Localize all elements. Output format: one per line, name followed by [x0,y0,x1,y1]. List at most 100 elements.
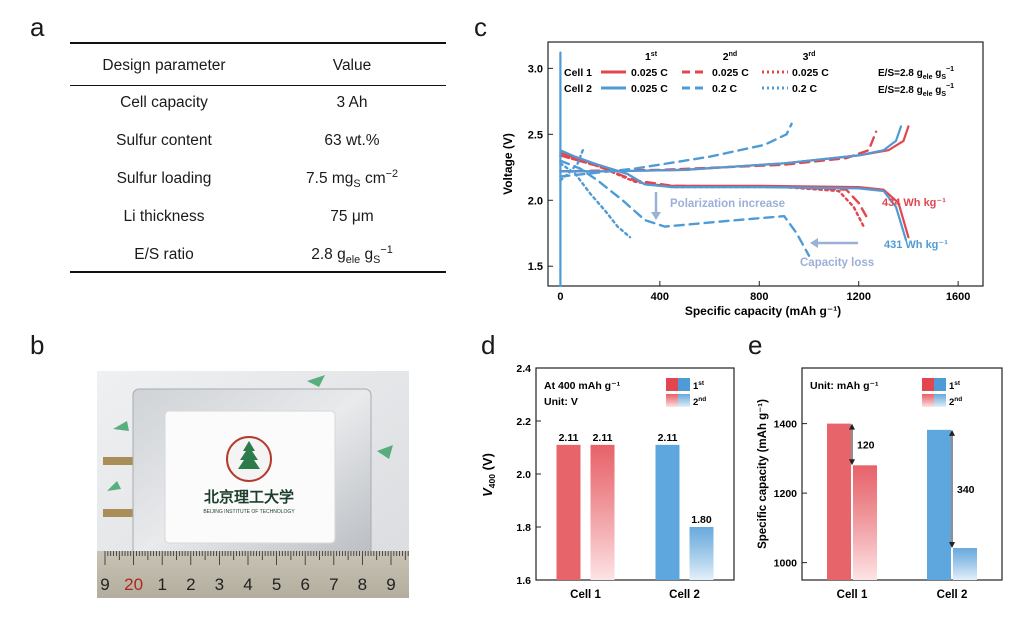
chart-c-ytick-label: 2.5 [528,129,543,141]
chart-c-series-line [559,151,910,239]
table-row-param: E/S ratio [134,246,194,263]
table-row-param: Sulfur loading [116,170,212,187]
table-row-value: 2.8 gele gS−1 [311,243,393,267]
chart-c-series-line [559,125,903,173]
legend-cycle-2nd: 2nd [723,51,737,63]
legend-cell1-3rd-rate: 0.025 C [792,67,829,79]
table-row-param: Cell capacity [120,94,208,111]
chart-e-legend-2nd: 2nd [949,396,962,408]
ruler-label: 7 [329,575,338,594]
bar-cell-2-2nd [953,548,977,580]
tab-left [103,457,143,465]
bar-ytick-label: 2.4 [516,363,531,375]
pouch-cell-photo: 北京理工大学 BEIJING INSTITUTE OF TECHNOLOGY 9… [97,371,409,598]
legend-1st-red-swatch [922,378,934,391]
legend-2nd-red-swatch [922,394,934,407]
chart-d-bars: 2.11 2.11 Cell 1 2.11 1.80 Cell 2 [556,432,714,601]
ruler-label: 6 [300,575,309,594]
bar-cell-2-2nd [689,527,714,580]
bar-category-label: Cell 2 [937,589,968,601]
bar-value-label: 2.11 [658,432,678,444]
ruler-ticks [104,551,409,565]
legend-cycle-1st: 1st [645,51,658,63]
table-row-value: 63 wt.% [324,132,380,149]
legend-es-ratio-cell2: E/S=2.8 gele gS−1 [878,83,954,98]
ruler-labels: 9 20 1 2 3 4 5 6 7 8 9 [100,575,395,594]
chart-e-ticks: 1000 1200 1400 [774,419,807,570]
bar-cell-1-1st [556,444,581,580]
cell2-energy-label: 431 Wh kg⁻¹ [884,239,948,251]
chart-c-series-line [559,149,907,241]
legend-cell1-2nd-rate: 0.025 C [712,67,749,79]
chart-c-xlabel: Specific capacity (mAh g⁻¹) [685,304,841,318]
difference-label: 120 [857,439,875,451]
bar-category-label: Cell 2 [669,589,700,601]
chart-d-note-line2: Unit: V [544,396,578,408]
legend-cell2-2nd-rate: 0.2 C [712,83,738,95]
legend-2nd-red-swatch [666,394,678,407]
chart-c-series-line [559,130,878,173]
polarization-label: Polarization increase [670,198,785,210]
chart-c-ytick-label: 3.0 [528,63,543,75]
bar-value-label: 2.11 [593,432,613,444]
chart-c-legend: 1st 2nd 3rd Cell 1 0.025 C 0.025 C 0.025… [564,51,954,98]
bar-ytick-label: 2.2 [516,416,531,428]
bar-cell-2-1st [927,429,951,580]
ruler-label: 9 [100,575,109,594]
panel-label-a: a [30,12,45,42]
logo-text-cn: 北京理工大学 [204,488,294,506]
capacity-loss-arrow-head [810,238,818,248]
legend-cell2-3rd-rate: 0.2 C [792,83,818,95]
panel-label-e: e [748,330,763,360]
bar-category-label: Cell 1 [837,589,868,601]
bar-category-label: Cell 1 [570,589,601,601]
ruler-label: 8 [358,575,367,594]
chart-c-series-line [559,162,632,239]
legend-1st-blue-swatch [934,378,946,391]
chart-c-series-line [559,159,811,257]
table-header-value: Value [332,57,372,74]
ruler-label: 4 [243,575,252,594]
bar-ytick-label: 2.0 [516,469,531,481]
table-row-param: Li thickness [123,208,205,225]
voltage-profile-chart: 0 400 800 1200 1600 1.5 2.0 2.5 3.0 1st 2nd 3rd … [501,41,984,318]
v400-bar-chart: 1.6 1.8 2.0 2.2 2.4 2.11 2.11 Cell 1 2.11 1.80 Ce… [480,363,735,601]
legend-2nd-blue-swatch [678,394,690,407]
difference-arrow-head-up [849,423,855,430]
chart-d-legend-1st: 1st [693,380,705,392]
cell1-energy-label: 434 Wh kg⁻¹ [882,197,946,209]
difference-arrow-head-up [949,429,955,436]
chart-e-bars: Cell 1 120 Cell 2 340 [827,423,977,601]
ruler-label: 3 [215,575,224,594]
bar-value-label: 1.80 [691,514,712,526]
bar-ytick-label: 1.8 [516,522,531,534]
capacity-loss-label: Capacity loss [800,257,874,269]
legend-cycle-3rd: 3rd [803,51,816,63]
logo-text-en: BEIJING INSTITUTE OF TECHNOLOGY [203,509,295,515]
tab-right [103,509,143,517]
table-row-param: Sulfur content [116,132,212,149]
legend-cell1-label: Cell 1 [564,67,592,79]
bar-cell-1-2nd [853,465,877,580]
legend-1st-red-swatch [666,378,678,391]
ruler-label: 9 [386,575,395,594]
legend-cell2-label: Cell 2 [564,83,592,95]
difference-arrow-head-down [849,459,855,466]
panel-label-c: c [474,12,487,42]
ruler-label: 2 [186,575,195,594]
ruler-label: 20 [124,575,143,594]
chart-c-xtick-label: 400 [651,291,669,303]
chart-c-ytick-label: 1.5 [528,261,543,273]
pouch-cell-drawing: 北京理工大学 BEIJING INSTITUTE OF TECHNOLOGY 9… [97,371,409,598]
chart-c-frame [547,41,984,287]
chart-c-ylabel: Voltage (V) [501,133,515,195]
difference-label: 340 [957,484,975,496]
chart-e-note-line1: Unit: mAh g⁻¹ [810,380,879,392]
legend-es-ratio-cell1: E/S=2.8 gele gS−1 [878,66,954,81]
table-top-rule [70,42,446,44]
bar-ytick-label: 1200 [774,488,798,500]
chart-d-legend-2nd: 2nd [693,396,706,408]
bar-cell-1-2nd [590,444,615,580]
chart-c-ytick-label: 2.0 [528,195,543,207]
chart-c-series-line [559,148,585,182]
